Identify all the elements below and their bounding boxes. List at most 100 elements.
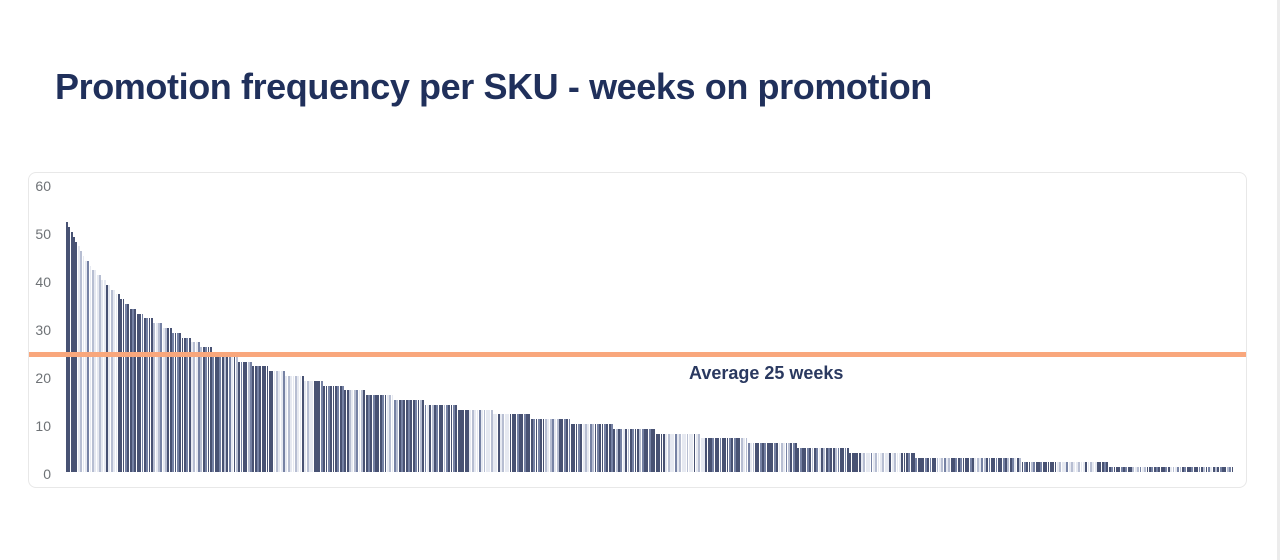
- bar: [412, 400, 415, 472]
- bar: [1038, 462, 1040, 472]
- bar: [1000, 457, 1003, 472]
- bar: [1186, 467, 1189, 472]
- bar: [1231, 467, 1234, 472]
- bar: [1049, 462, 1052, 472]
- bar: [294, 376, 297, 472]
- bar: [377, 395, 380, 472]
- bar: [1179, 467, 1182, 472]
- bar: [1113, 467, 1116, 472]
- bar: [467, 409, 469, 472]
- bar: [497, 414, 500, 472]
- bar: [226, 356, 229, 472]
- bar: [1123, 467, 1125, 472]
- bar: [167, 328, 170, 472]
- y-axis-tick-label: 30: [35, 322, 51, 338]
- bar: [587, 424, 590, 472]
- bar: [257, 366, 259, 472]
- bar: [179, 332, 182, 472]
- y-axis-tick-label: 20: [35, 370, 51, 386]
- bar: [415, 400, 418, 472]
- bar: [1111, 467, 1114, 472]
- bar: [997, 457, 1000, 472]
- bar: [113, 289, 116, 472]
- bar: [1089, 462, 1092, 472]
- bar: [436, 404, 439, 472]
- bar: [764, 443, 767, 472]
- bar: [698, 433, 701, 472]
- bar: [1108, 467, 1111, 472]
- bar: [268, 371, 271, 472]
- bar: [745, 438, 748, 472]
- bar: [155, 323, 158, 472]
- bar: [309, 380, 311, 472]
- bar: [948, 457, 951, 472]
- bar: [1033, 462, 1036, 472]
- bar: [596, 424, 599, 472]
- bar: [1189, 467, 1191, 472]
- bar: [620, 428, 623, 472]
- bar: [603, 424, 606, 472]
- bar: [889, 452, 892, 472]
- bar: [384, 395, 387, 472]
- bar: [391, 395, 394, 472]
- bar: [979, 457, 981, 472]
- bar: [134, 308, 137, 472]
- bar: [891, 452, 894, 472]
- bar: [455, 404, 458, 472]
- bar: [811, 448, 814, 472]
- bar: [972, 457, 974, 472]
- bar: [974, 457, 977, 472]
- bar: [573, 424, 576, 472]
- bar: [202, 347, 205, 472]
- bar: [839, 448, 842, 472]
- bar: [141, 313, 144, 472]
- bar: [332, 385, 335, 472]
- y-axis-tick-label: 60: [35, 178, 51, 194]
- bar: [872, 452, 875, 472]
- bar: [776, 443, 779, 472]
- bar: [641, 428, 644, 472]
- bar: [96, 275, 99, 472]
- bar: [976, 457, 979, 472]
- bar: [337, 385, 340, 472]
- bar: [448, 404, 451, 472]
- bar: [174, 332, 177, 472]
- bar: [1203, 467, 1206, 472]
- bar: [408, 400, 410, 472]
- bar: [460, 409, 462, 472]
- bar: [235, 356, 238, 472]
- bar: [1174, 467, 1177, 472]
- bar: [405, 400, 408, 472]
- bar: [648, 428, 651, 472]
- bar: [1073, 462, 1076, 472]
- bar: [561, 419, 564, 472]
- bar: [431, 404, 434, 472]
- bar: [670, 433, 672, 472]
- bar: [1087, 462, 1090, 472]
- bar: [1005, 457, 1007, 472]
- bar: [717, 438, 720, 472]
- bar: [1151, 467, 1154, 472]
- bar: [188, 337, 191, 472]
- bar: [375, 395, 377, 472]
- bar: [320, 380, 323, 472]
- bar: [129, 308, 132, 472]
- bar: [740, 438, 743, 472]
- bar: [936, 457, 939, 472]
- bar: [830, 448, 833, 472]
- bar: [1023, 462, 1026, 472]
- bar: [511, 414, 514, 472]
- bar: [934, 457, 937, 472]
- bar: [655, 433, 658, 472]
- bar: [191, 342, 193, 472]
- bar: [271, 371, 274, 472]
- bar: [424, 404, 427, 472]
- bar: [363, 390, 366, 472]
- bar: [990, 457, 993, 472]
- bar: [787, 443, 790, 472]
- bar: [908, 452, 911, 472]
- bar: [882, 452, 885, 472]
- bar: [275, 371, 278, 472]
- y-axis-tick-label: 0: [43, 466, 51, 482]
